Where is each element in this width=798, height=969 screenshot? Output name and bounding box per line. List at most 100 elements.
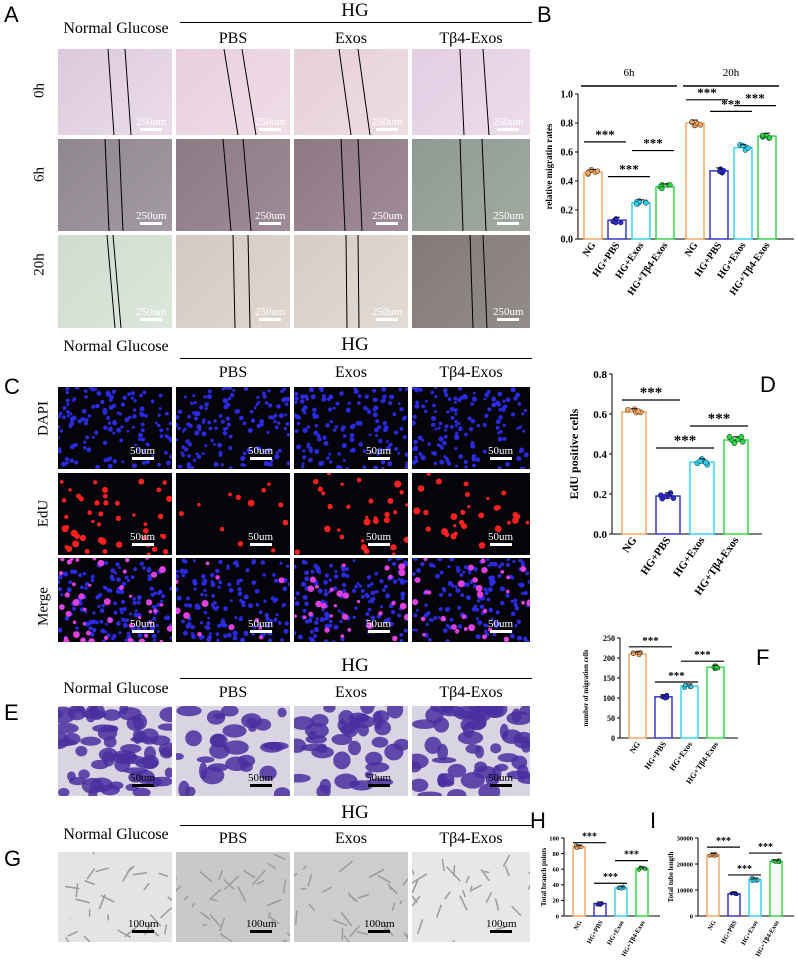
group-label-20h: 20h [723,67,740,79]
scale-bar-text: 50um [488,445,514,457]
scale-bar-line [249,543,272,546]
bar-4 [685,122,705,240]
y-tick-label: 0.6 [561,148,574,159]
panel-label-e: E [4,700,19,725]
data-point [625,406,631,413]
x-tick-label: HG+PBS [586,919,605,945]
y-tick-label: 100 [603,694,615,703]
transwell-image-2 [294,706,408,796]
bar-0 [628,653,647,739]
scratch-image-ng-20h [58,235,172,328]
chart-d: 0.0 0.2 0.4 0.6 0.8 EdU positive cells NG HG+PB… [567,369,762,598]
header-hg-g: HG [341,802,369,823]
header-exos-c: Exos [335,364,367,381]
scratch-image-pbs-6h [176,139,290,231]
data-point [643,200,649,206]
data-point [683,682,688,688]
fluor-image-merge-0 [58,558,172,642]
scratch-image-exos-0h [294,49,408,135]
header-pbs-c: PBS [218,364,248,381]
significance-stars: *** [642,635,659,647]
data-point [636,198,643,204]
fluor-cells [176,387,290,469]
scale-bar-line [490,930,513,933]
row-label-20h: 20h [31,253,48,276]
transwell-cells [412,706,530,796]
scale-bar-line [489,543,512,546]
x-tick-label: HG+Exos [606,919,626,946]
significance-stars: *** [716,836,731,847]
fluor-image-edu-2 [294,473,408,555]
data-point [755,878,760,883]
fluor-cells [412,558,530,642]
y-tick-label: 200 [603,654,615,663]
scratch-image-tb4-6h [412,139,530,231]
panel-label-a: A [4,2,19,27]
scale-bar-text: 50um [130,618,156,630]
tube-image-3 [412,852,530,942]
transwell-image-0 [58,706,172,796]
header-hg-c: HG [341,334,369,355]
scale-bar-text: 50um [130,531,156,543]
row-label-dapi: DAPI [35,401,52,437]
data-point [670,495,677,501]
y-tick-label: 0 [690,913,693,920]
header-normal-glucose-g: Normal Glucose [63,826,169,843]
scale-bar-text: 50um [488,772,514,784]
header-hg: HG [341,0,369,21]
y-tick-label: 100 [549,835,559,842]
bar-1 [727,893,741,917]
scale-bar-c-1-0: 50um [130,531,155,546]
bar-0 [583,171,603,240]
y-tick-label: 1.0 [561,90,574,101]
scale-bar-line [250,930,273,933]
scale-bar-text: 50um [366,618,392,630]
scale-bar-a-3: 250um [372,116,403,131]
scale-bar-line [249,784,272,787]
y-tick-label: 0.2 [561,206,574,217]
scale-bar-line [367,630,390,633]
row-label-merge: Merge [35,587,52,626]
y-axis-label: EdU positive cells [567,408,581,499]
tube-image-2 [294,852,408,942]
scratch-image-tb4-20h [412,235,530,328]
data-point [714,665,719,670]
bar-3 [706,666,725,739]
fluor-cells [294,387,408,469]
header-tb4-exos-e: Tβ4-Exos [439,684,503,701]
scale-bar-c-2-2: 50um [366,618,391,633]
bar-5 [709,170,729,240]
bar-3 [723,439,749,535]
significance-stars: *** [758,842,773,853]
y-tick-label: 30000 [677,835,693,842]
x-tick-label: HG+PBS [720,919,739,945]
fluor-image-dapi-1 [176,387,290,469]
scale-bar-a-5: 250um [136,210,167,225]
header-tb4-exos: Tβ4-Exos [439,30,503,47]
hg-divider-line-g [180,825,532,826]
bar-3 [635,867,649,917]
bar-2 [748,878,762,917]
row-label-edu: EdU [35,499,52,528]
data-point [703,459,709,466]
hg-divider-line-c [180,358,532,359]
data-point [776,860,781,865]
bar-1 [654,696,673,739]
y-tick-label: 0.2 [593,489,607,501]
data-point [637,650,642,655]
scale-bar-c-0-2: 50um [366,445,391,460]
scale-bar-line [489,457,512,460]
header-hg-e: HG [341,655,369,676]
tube-network [294,860,408,942]
transwell-cells [58,706,172,796]
scale-bar-a-11: 250um [372,306,403,321]
scale-bar-c-1-2: 50um [366,531,391,546]
scratch-image-ng-0h [58,49,172,135]
y-tick-label: 0.4 [593,449,607,461]
y-tick-label: 50 [607,714,615,723]
scale-bar-line [368,930,391,933]
scale-bar-text: 50um [366,445,392,457]
fluor-image-edu-1 [176,473,290,555]
scale-bar-c-0-3: 50um [488,445,513,460]
data-point [659,186,665,192]
